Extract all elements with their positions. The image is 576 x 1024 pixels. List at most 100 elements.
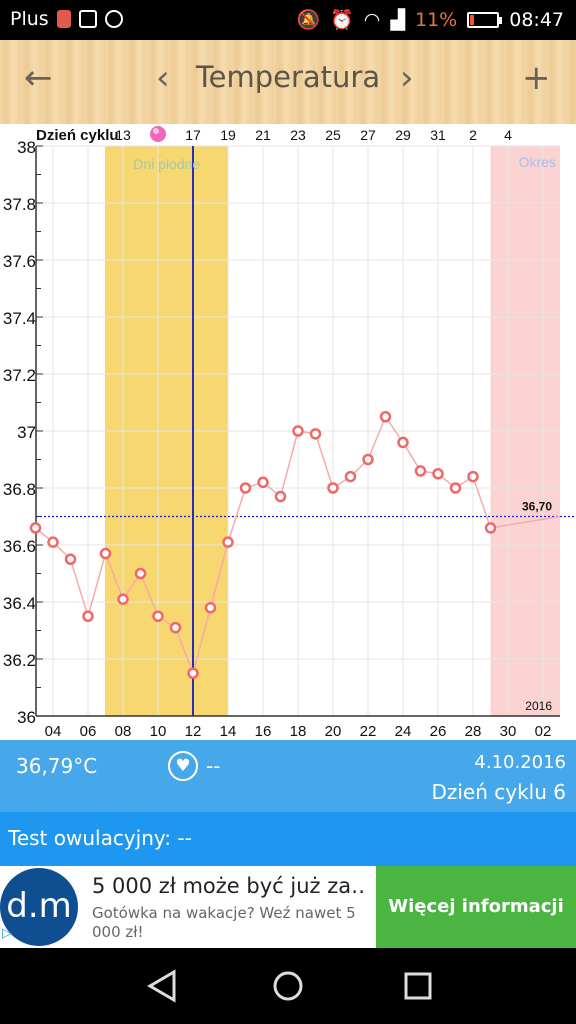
y-tick-label: 37.6 xyxy=(3,252,36,271)
cycle-tick-label: 19 xyxy=(220,127,236,143)
cycle-tick-label: 21 xyxy=(255,127,271,143)
temperature-point xyxy=(449,482,462,494)
y-tick-label: 36.6 xyxy=(3,537,36,556)
x-tick-label: 20 xyxy=(325,723,342,740)
temperature-point xyxy=(344,470,357,483)
cycle-tick-label: 2 xyxy=(469,127,477,143)
cycle-tick-label: 29 xyxy=(395,127,411,143)
period-label: Okres xyxy=(519,154,556,170)
x-tick-label: 08 xyxy=(115,723,132,740)
y-tick-label: 36.8 xyxy=(3,480,36,499)
cycle-tick-label: 13 xyxy=(115,127,131,143)
temperature-point xyxy=(82,610,94,622)
y-tick-label: 37 xyxy=(17,423,36,442)
y-tick-label: 37.8 xyxy=(3,195,36,214)
sim-icon xyxy=(56,10,71,28)
temperature-point xyxy=(292,425,304,437)
cycle-day-label: Dzień cyklu xyxy=(36,127,119,144)
page-title: Temperatura xyxy=(195,60,381,94)
alarm-icon: ⏰ xyxy=(330,9,354,31)
cycle-tick-label: 25 xyxy=(325,127,341,143)
temperature-point xyxy=(187,667,199,679)
temperature-point xyxy=(484,522,497,534)
battery-icon xyxy=(467,11,503,28)
x-tick-label: 28 xyxy=(465,723,482,740)
y-tick-label: 36 xyxy=(17,708,36,727)
previous-chevron-icon[interactable]: ‹ xyxy=(156,58,170,98)
image-icon xyxy=(78,10,97,28)
temperature-series-tail xyxy=(490,515,561,529)
temperature-point xyxy=(257,476,269,489)
x-tick-label: 24 xyxy=(395,723,412,740)
temperature-point xyxy=(414,465,427,477)
cycle-tick-label: 17 xyxy=(185,127,201,143)
y-tick-label: 38 xyxy=(17,138,36,157)
ad-cta-button[interactable]: Więcej informacji xyxy=(376,866,576,948)
signal-icon: ▟ xyxy=(390,8,405,31)
x-tick-label: 06 xyxy=(80,723,97,740)
app-bar: ← ‹ Temperatura › + xyxy=(0,40,576,124)
x-tick-label: 30 xyxy=(500,723,517,740)
temperature-point xyxy=(274,490,287,503)
temperature-point xyxy=(99,547,112,560)
ovulation-test-row[interactable]: Test owulacyjny: -- xyxy=(0,812,576,866)
selected-date: 4.10.2016 xyxy=(474,752,566,773)
year-label: 2016 xyxy=(525,699,552,713)
x-tick-label: 16 xyxy=(255,723,272,740)
temperature-point xyxy=(467,470,479,483)
temperature-point xyxy=(379,411,392,423)
temperature-point xyxy=(362,453,374,466)
cycle-tick-label: 23 xyxy=(290,127,306,143)
navigation-bar xyxy=(0,948,576,1024)
clock: 08:47 xyxy=(509,8,564,31)
battery-percent: 11% xyxy=(415,8,458,31)
y-tick-label: 36.2 xyxy=(3,651,36,670)
ovulation-egg-icon xyxy=(150,126,166,142)
adchoices-icon[interactable]: ▷ xyxy=(2,926,12,941)
carrier-label: Plus xyxy=(10,8,49,30)
ovulation-test-label: Test owulacyjny: -- xyxy=(8,826,192,850)
temperature-point xyxy=(309,428,322,440)
temperature-point xyxy=(117,593,129,605)
ad-banner[interactable]: d.m ▷ 5 000 zł może być już za… Gotówka … xyxy=(0,866,576,948)
x-tick-label: 02 xyxy=(535,723,552,740)
x-tick-label: 22 xyxy=(360,723,377,740)
temperature-point xyxy=(47,536,59,548)
wifi-icon: ◠ xyxy=(363,8,381,31)
temperature-point xyxy=(397,436,409,449)
temperature-point xyxy=(432,468,444,480)
ad-logo[interactable]: d.m xyxy=(0,868,78,946)
temperature-point xyxy=(152,610,164,622)
heart-icon[interactable]: ♥ xyxy=(168,751,198,781)
x-tick-label: 14 xyxy=(220,723,237,740)
heart-value: -- xyxy=(206,754,221,778)
back-arrow-icon[interactable]: ← xyxy=(24,58,53,98)
x-tick-label: 26 xyxy=(430,723,447,740)
temperature-value: 36,79°C xyxy=(16,754,98,778)
status-bar: Plus 🔕 ⏰ ◠ ▟ 11% 08:47 xyxy=(0,0,576,40)
temperature-point xyxy=(29,522,42,534)
cycle-day-label: Dzień cyklu 6 xyxy=(431,780,566,804)
back-triangle-icon[interactable] xyxy=(144,968,180,1004)
temperature-point xyxy=(169,621,182,634)
recents-square-icon[interactable] xyxy=(400,968,436,1004)
day-info-bar: 36,79°C ♥ -- 4.10.2016 Dzień cyklu 6 xyxy=(0,740,576,812)
y-tick-label: 37.2 xyxy=(3,366,36,385)
y-tick-label: 36.4 xyxy=(3,594,36,613)
ad-headline[interactable]: 5 000 zł może być już za… xyxy=(92,874,364,898)
fertile-days-label: Dni płodne xyxy=(133,156,200,172)
temperature-point xyxy=(239,482,252,494)
cycle-tick-label: 4 xyxy=(504,127,512,143)
x-tick-label: 18 xyxy=(290,723,307,740)
next-chevron-icon[interactable]: › xyxy=(400,58,414,98)
cycle-tick-label: 31 xyxy=(430,127,446,143)
add-icon[interactable]: + xyxy=(522,58,551,98)
cycle-tick-label: 27 xyxy=(360,127,376,143)
home-circle-icon[interactable] xyxy=(270,968,306,1004)
mute-icon: 🔕 xyxy=(296,9,321,31)
ad-subtext: Gotówka na wakacje? Weź nawet 5 000 zł! xyxy=(92,904,356,941)
y-tick-label: 37.4 xyxy=(3,309,36,328)
temperature-point xyxy=(327,482,339,494)
coverline-label: 36,70 xyxy=(522,500,552,514)
